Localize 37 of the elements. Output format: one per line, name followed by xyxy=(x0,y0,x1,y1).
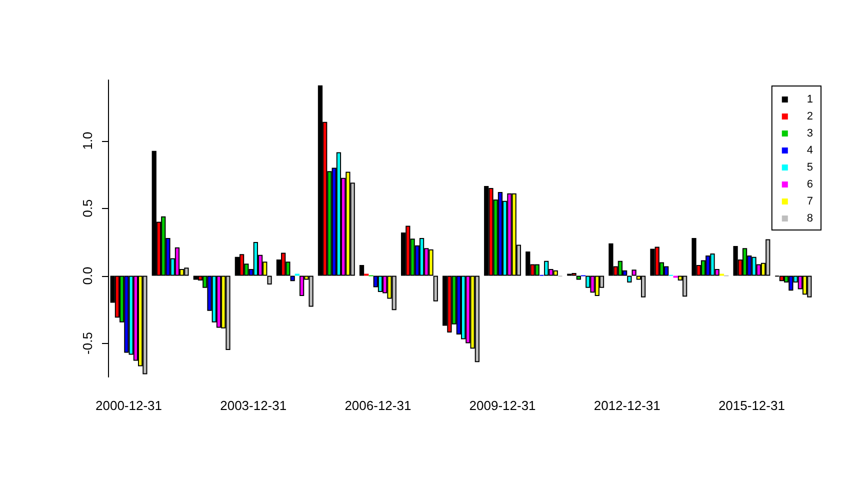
y-tick-label: -0.5 xyxy=(80,332,95,354)
bar xyxy=(318,85,323,276)
bar xyxy=(216,276,222,328)
legend-label: 7 xyxy=(806,196,814,208)
bar xyxy=(498,192,503,276)
y-tick-label: 0.0 xyxy=(80,266,95,285)
y-tick-label: 0.5 xyxy=(80,199,95,218)
bar xyxy=(802,276,808,295)
bar xyxy=(632,270,636,276)
legend-label: 4 xyxy=(806,144,814,156)
legend-label: 5 xyxy=(806,162,814,174)
x-tick-label: 2000-12-31 xyxy=(96,398,162,413)
bar xyxy=(174,247,180,276)
y-tick-label: 1.0 xyxy=(80,132,95,150)
bar xyxy=(359,264,364,276)
bar xyxy=(300,276,304,296)
bar xyxy=(419,238,424,276)
bar xyxy=(290,276,295,282)
bar xyxy=(378,276,383,292)
x-tick-label: 2012-12-31 xyxy=(594,398,660,413)
bar xyxy=(336,152,342,276)
bar xyxy=(239,254,244,276)
bar xyxy=(742,248,748,276)
bar xyxy=(433,276,438,302)
x-tick-label: 2009-12-31 xyxy=(469,398,536,413)
legend-label: 6 xyxy=(806,178,814,190)
x-tick-label: 2003-12-31 xyxy=(220,398,287,413)
x-tick-label: 2015-12-31 xyxy=(718,398,785,413)
bar xyxy=(627,276,632,282)
legend-label: 2 xyxy=(806,110,814,122)
bar xyxy=(640,276,646,298)
x-tick-label: 2006-12-31 xyxy=(344,398,412,413)
legend-label: 3 xyxy=(806,128,814,140)
legend-label: 1 xyxy=(806,94,814,106)
bar xyxy=(267,276,272,285)
bar xyxy=(576,276,581,280)
legend-label: 8 xyxy=(806,212,814,224)
